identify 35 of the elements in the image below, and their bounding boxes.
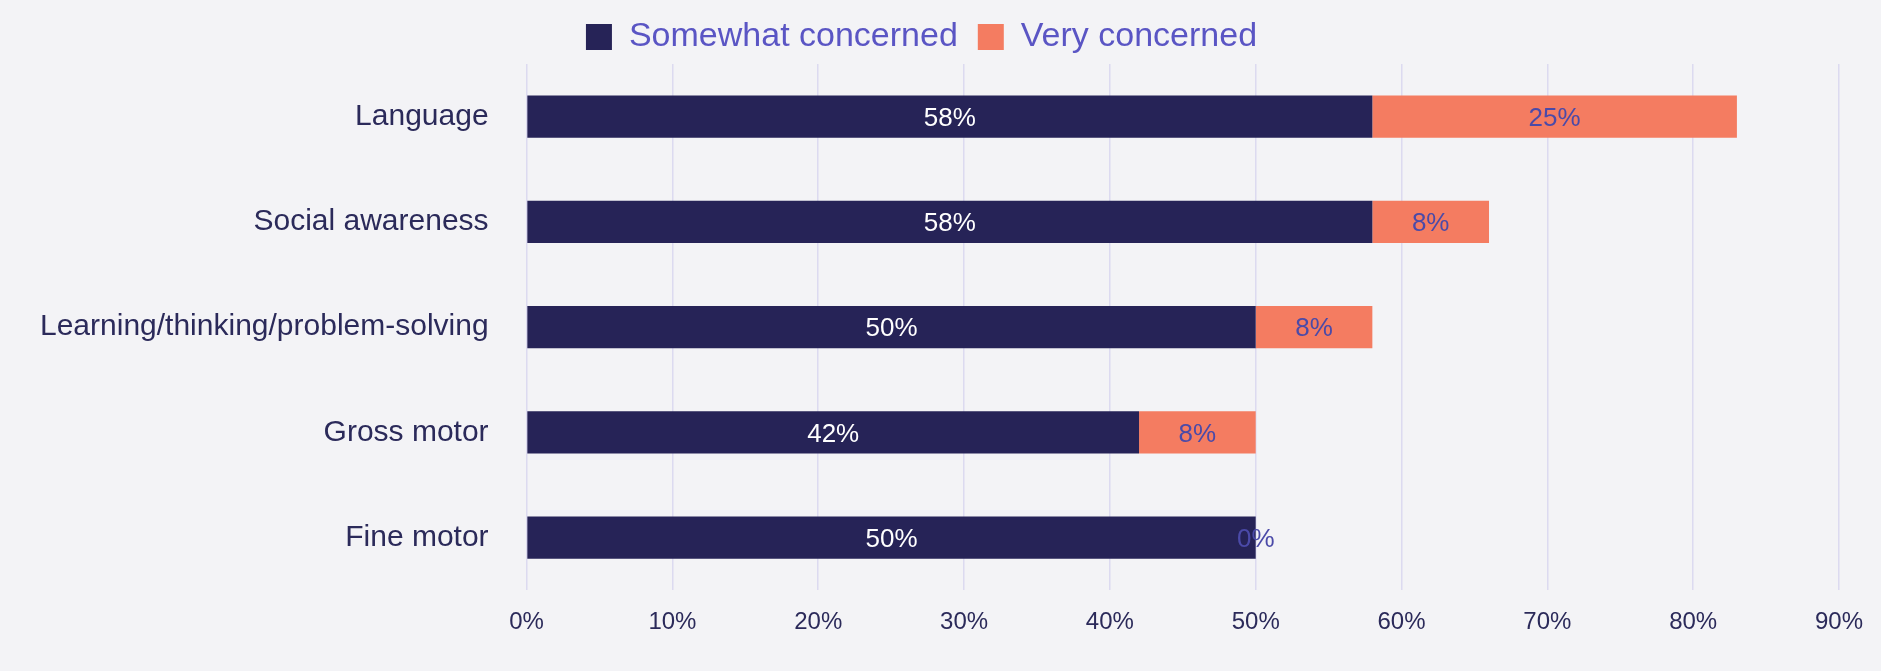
x-tick-label: 20% xyxy=(794,607,843,635)
data-label: 8% xyxy=(1178,417,1217,448)
data-label: 58% xyxy=(923,207,976,238)
bar xyxy=(1372,95,1737,138)
x-tick-label: 70% xyxy=(1523,607,1572,635)
bar xyxy=(527,306,1256,349)
y-tick-label: Social awareness xyxy=(253,203,489,237)
bar xyxy=(1139,411,1256,454)
legend-label: Very concerned xyxy=(1020,15,1258,54)
x-tick-label: 60% xyxy=(1377,607,1426,635)
data-label: 50% xyxy=(865,522,918,553)
data-label: 25% xyxy=(1528,101,1581,132)
x-tick-label: 40% xyxy=(1085,607,1134,635)
x-tick-label: 0% xyxy=(509,607,544,635)
data-label: 8% xyxy=(1411,207,1450,238)
y-tick-label: Learning/thinking/problem-solving xyxy=(40,308,489,342)
data-label: 58% xyxy=(923,101,976,132)
x-tick-label: 80% xyxy=(1669,607,1718,635)
data-label: 42% xyxy=(807,417,860,448)
bar xyxy=(527,200,1373,243)
x-tick-label: 30% xyxy=(940,607,989,635)
y-tick-label: Gross motor xyxy=(323,413,489,447)
y-tick-label: Fine motor xyxy=(345,518,489,552)
bar xyxy=(527,411,1140,454)
data-label: 8% xyxy=(1295,312,1333,343)
y-tick-label: Language xyxy=(355,97,489,131)
x-tick-label: 10% xyxy=(648,607,697,635)
data-label: 50% xyxy=(865,312,918,343)
bar xyxy=(1255,306,1373,349)
legend-label: Somewhat concerned xyxy=(628,15,958,54)
x-tick-label: 90% xyxy=(1814,607,1864,635)
data-label: 0% xyxy=(1236,522,1275,553)
x-tick-label: 50% xyxy=(1231,607,1280,635)
bar xyxy=(1372,200,1490,243)
bar xyxy=(527,95,1373,138)
